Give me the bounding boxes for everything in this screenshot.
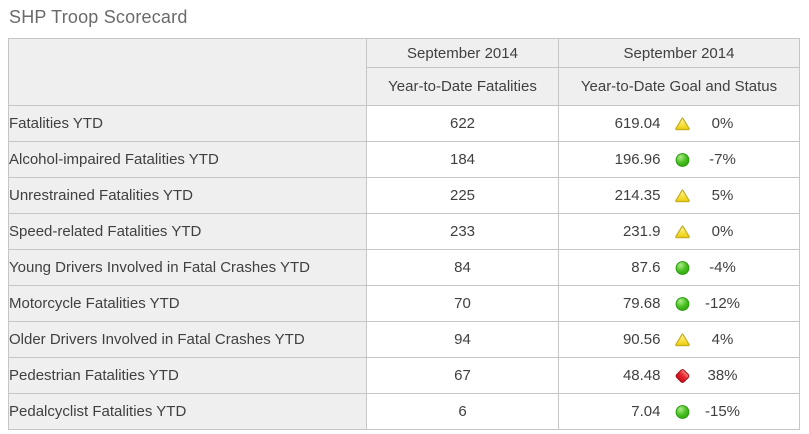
status-icon bbox=[674, 116, 691, 132]
goal-value: 231.9 bbox=[622, 223, 661, 240]
header-period-fatalities: September 2014 bbox=[366, 38, 559, 68]
goal-cell: 214.35 5% bbox=[558, 177, 800, 214]
table-row: Fatalities YTD 622 619.04 0% bbox=[8, 105, 800, 142]
table-row: Pedalcyclist Fatalities YTD 6 7.04 -15% bbox=[8, 393, 800, 430]
goal-cell: 7.04 -15% bbox=[558, 393, 800, 430]
row-label: Alcohol-impaired Fatalities YTD bbox=[8, 141, 367, 178]
green-circle-icon bbox=[674, 296, 691, 312]
goal-value: 87.6 bbox=[631, 259, 661, 276]
green-circle-icon bbox=[674, 260, 691, 276]
yellow-triangle-icon bbox=[674, 224, 691, 240]
status-icon bbox=[674, 404, 691, 420]
green-circle-icon bbox=[674, 152, 691, 168]
goal-cell: 79.68 -12% bbox=[558, 285, 800, 322]
row-label: Speed-related Fatalities YTD bbox=[8, 213, 367, 250]
header-period-row: September 2014 September 2014 bbox=[8, 38, 800, 106]
table-row: Older Drivers Involved in Fatal Crashes … bbox=[8, 321, 800, 358]
goal-percent: 0% bbox=[711, 223, 734, 240]
table-row: Alcohol-impaired Fatalities YTD 184 196.… bbox=[8, 141, 800, 178]
status-icon bbox=[674, 260, 691, 276]
goal-percent: 4% bbox=[711, 331, 734, 348]
row-label: Fatalities YTD bbox=[8, 105, 367, 142]
fatalities-value: 70 bbox=[366, 285, 559, 322]
fatalities-value: 225 bbox=[366, 177, 559, 214]
goal-cell: 619.04 0% bbox=[558, 105, 800, 142]
goal-percent: 38% bbox=[707, 367, 738, 384]
yellow-triangle-icon bbox=[674, 188, 691, 204]
goal-value: 214.35 bbox=[614, 187, 661, 204]
fatalities-value: 94 bbox=[366, 321, 559, 358]
fatalities-value: 233 bbox=[366, 213, 559, 250]
status-icon bbox=[674, 368, 691, 384]
row-label: Pedestrian Fatalities YTD bbox=[8, 357, 367, 394]
status-icon bbox=[674, 296, 691, 312]
header-col-fatalities: Year-to-Date Fatalities bbox=[366, 67, 559, 106]
goal-value: 619.04 bbox=[614, 115, 661, 132]
goal-cell: 90.56 4% bbox=[558, 321, 800, 358]
status-icon bbox=[674, 152, 691, 168]
goal-cell: 48.48 38% bbox=[558, 357, 800, 394]
goal-cell: 87.6 -4% bbox=[558, 249, 800, 286]
goal-cell: 196.96 -7% bbox=[558, 141, 800, 178]
goal-percent: -7% bbox=[709, 151, 736, 168]
row-label: Pedalcyclist Fatalities YTD bbox=[8, 393, 367, 430]
page-title: SHP Troop Scorecard bbox=[9, 7, 188, 27]
table-row: Speed-related Fatalities YTD 233 231.9 0… bbox=[8, 213, 800, 250]
fatalities-value: 6 bbox=[366, 393, 559, 430]
goal-value: 79.68 bbox=[622, 295, 661, 312]
scorecard-table: September 2014 September 2014 Year-to-Da… bbox=[8, 38, 800, 430]
goal-percent: 0% bbox=[711, 115, 734, 132]
row-label: Motorcycle Fatalities YTD bbox=[8, 285, 367, 322]
row-label: Older Drivers Involved in Fatal Crashes … bbox=[8, 321, 367, 358]
status-icon bbox=[674, 188, 691, 204]
red-diamond-icon bbox=[674, 368, 691, 384]
goal-cell: 231.9 0% bbox=[558, 213, 800, 250]
table-row: Unrestrained Fatalities YTD 225 214.35 5… bbox=[8, 177, 800, 214]
header-col-goal: Year-to-Date Goal and Status bbox=[558, 67, 800, 106]
fatalities-value: 84 bbox=[366, 249, 559, 286]
goal-percent: -15% bbox=[704, 403, 741, 420]
fatalities-value: 184 bbox=[366, 141, 559, 178]
goal-percent: -12% bbox=[704, 295, 741, 312]
header-columns-row: Year-to-Date Fatalities Year-to-Date Goa… bbox=[9, 67, 800, 106]
goal-percent: -4% bbox=[709, 259, 736, 276]
yellow-triangle-icon bbox=[674, 332, 691, 348]
goal-value: 196.96 bbox=[614, 151, 661, 168]
green-circle-icon bbox=[674, 404, 691, 420]
table-row: Motorcycle Fatalities YTD 70 79.68 -12% bbox=[8, 285, 800, 322]
goal-value: 48.48 bbox=[622, 367, 661, 384]
row-label: Young Drivers Involved in Fatal Crashes … bbox=[8, 249, 367, 286]
fatalities-value: 67 bbox=[366, 357, 559, 394]
yellow-triangle-icon bbox=[674, 116, 691, 132]
goal-value: 90.56 bbox=[622, 331, 661, 348]
row-label: Unrestrained Fatalities YTD bbox=[8, 177, 367, 214]
table-row: Young Drivers Involved in Fatal Crashes … bbox=[8, 249, 800, 286]
goal-percent: 5% bbox=[711, 187, 734, 204]
header-corner-cell bbox=[8, 38, 367, 106]
status-icon bbox=[674, 224, 691, 240]
fatalities-value: 622 bbox=[366, 105, 559, 142]
status-icon bbox=[674, 332, 691, 348]
table-row: Pedestrian Fatalities YTD 67 48.48 38% bbox=[8, 357, 800, 394]
header-period-goal: September 2014 bbox=[558, 38, 800, 68]
goal-value: 7.04 bbox=[631, 403, 661, 420]
